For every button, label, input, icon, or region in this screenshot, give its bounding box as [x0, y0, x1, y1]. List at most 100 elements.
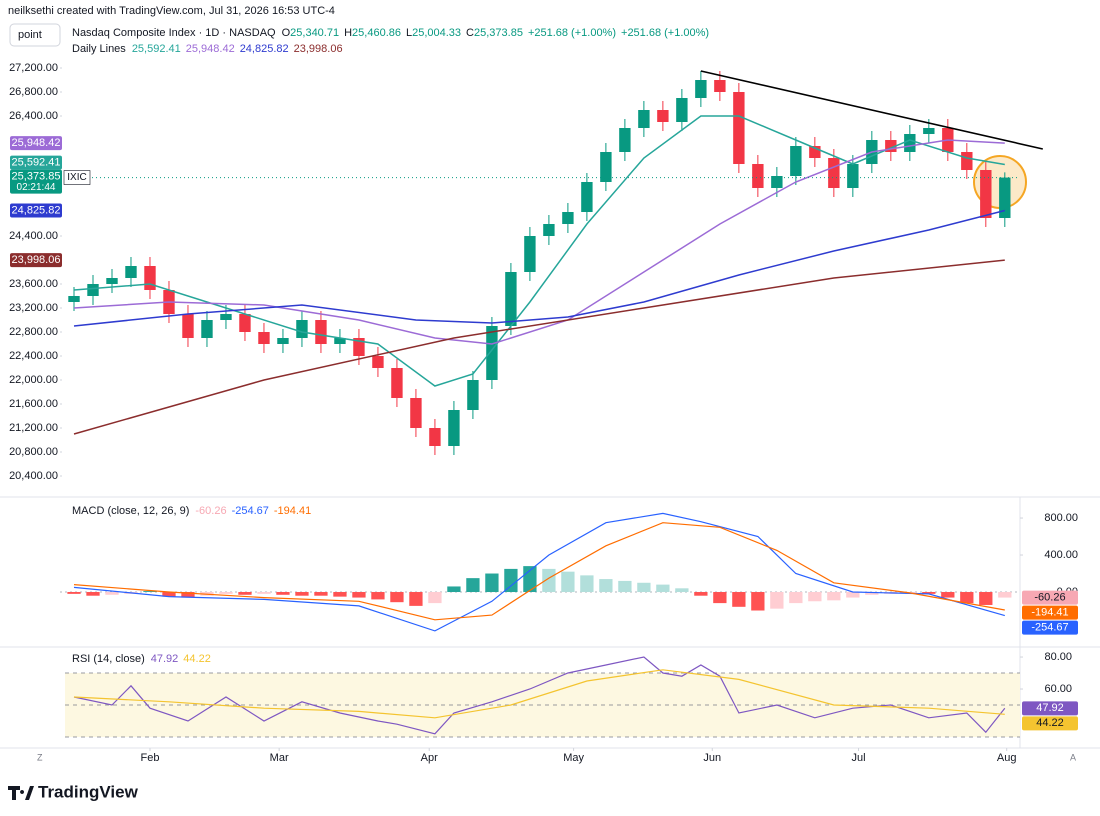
indicator-value: 44.22 [183, 653, 211, 665]
ma-value: 25,592.41 [132, 43, 181, 55]
brand-logo [8, 786, 34, 800]
timezone-toggle[interactable]: Z [37, 752, 43, 762]
ohlc-key: H [344, 27, 352, 39]
candle-body [638, 110, 650, 128]
candle-body [619, 128, 631, 152]
ohlc-value: +251.68 (+1.00%) [528, 27, 616, 39]
candle-body [448, 410, 460, 446]
candle-body [334, 338, 346, 344]
symbol-tag-box [63, 170, 91, 185]
histogram-bar [352, 592, 366, 598]
y-tick-label: 27,200.00 [9, 62, 58, 74]
indicator-title: MACD (close, 12, 26, 9) [72, 505, 189, 517]
candle-body [258, 332, 270, 344]
histogram-bar [485, 573, 499, 593]
candle-body [201, 320, 213, 338]
histogram-bar [466, 578, 480, 593]
histogram-bar [808, 592, 822, 602]
candle-body [999, 177, 1011, 218]
histogram-bar [162, 592, 176, 597]
candle-body [410, 398, 422, 428]
histogram-bar [732, 592, 746, 607]
candle-body [714, 80, 726, 92]
histogram-bar [390, 592, 404, 603]
y-tick-label: 80.00 [1044, 651, 1072, 663]
candle-body [524, 236, 536, 272]
symbol-tag: IXIC [67, 172, 86, 183]
candle-body [315, 320, 327, 344]
symbol-title: Nasdaq Composite Index · 1D · NASDAQ [72, 27, 276, 39]
candle-body [790, 146, 802, 176]
rsi-line [73, 669, 1005, 719]
x-tick-label: Mar [270, 752, 289, 764]
candle-body [106, 278, 118, 284]
candle-body [562, 212, 574, 224]
candle-body [581, 182, 593, 212]
histogram-bar [428, 592, 442, 604]
x-tick-label: Jun [703, 752, 721, 764]
candle-body [125, 266, 137, 278]
price-label: 44.22 [1036, 717, 1064, 729]
y-tick-label: 23,200.00 [9, 302, 58, 314]
histogram-bar [827, 592, 841, 601]
candle-body [372, 356, 384, 368]
indicator-value: 47.92 [151, 653, 179, 665]
histogram-bar [219, 592, 233, 594]
autoscale-toggle[interactable]: A [1070, 752, 1076, 762]
ohlc-value: 25,340.71 [290, 27, 339, 39]
price-label: 25,948.42 [12, 137, 61, 149]
histogram-bar [960, 592, 974, 604]
symbol-button[interactable] [9, 23, 61, 47]
histogram-bar [979, 592, 993, 605]
candle-body [220, 314, 232, 320]
candle-body [923, 128, 935, 134]
candle-body [676, 98, 688, 122]
y-tick-label: 20,400.00 [9, 470, 58, 482]
price-label-box [10, 155, 62, 170]
histogram-bar [599, 579, 613, 593]
candle-body [239, 314, 251, 332]
symbol-button-label[interactable]: point [18, 29, 42, 41]
price-label-box [1022, 605, 1078, 620]
x-tick-label: Aug [997, 752, 1017, 764]
indicator-title: RSI (14, close) [72, 653, 145, 665]
y-tick-label: 24,400.00 [9, 230, 58, 242]
histogram-bar [181, 592, 195, 598]
y-tick-label: 20,800.00 [9, 446, 58, 458]
candle-body [87, 284, 99, 296]
histogram-bar [637, 582, 651, 593]
histogram-bar [542, 568, 556, 593]
brand-name: TradingView [38, 782, 139, 801]
ohlc-key: L [406, 27, 412, 39]
candle-body [809, 146, 821, 158]
y-tick-label: 22,000.00 [9, 374, 58, 386]
candle-body [68, 296, 80, 302]
last-price-label: 25,373.85 [12, 170, 61, 182]
candle-body [543, 224, 555, 236]
overlay-title: Daily Lines [72, 43, 126, 55]
histogram-bar [86, 592, 100, 596]
candle-body [277, 338, 289, 344]
trendline [700, 70, 1043, 150]
histogram-bar [751, 592, 765, 611]
candle-body [182, 314, 194, 338]
histogram-bar [447, 586, 461, 593]
price-label: 24,825.82 [12, 204, 61, 216]
candle-body [695, 80, 707, 98]
candle-body [752, 164, 764, 188]
credit: neilksethi created with TradingView.com,… [8, 5, 335, 17]
indicator-value: -60.26 [195, 505, 226, 517]
ma-value: 25,948.42 [186, 43, 235, 55]
histogram-bar [257, 592, 271, 594]
histogram-bar [865, 592, 879, 595]
y-tick-label: 22,800.00 [9, 326, 58, 338]
histogram-bar [504, 568, 518, 593]
candle-body [296, 320, 308, 338]
histogram-bar [561, 571, 575, 593]
price-label-box [10, 136, 62, 151]
histogram-bar [143, 591, 157, 593]
histogram-bar [618, 580, 632, 593]
y-tick-label: 26,800.00 [9, 86, 58, 98]
histogram-bar [333, 592, 347, 597]
